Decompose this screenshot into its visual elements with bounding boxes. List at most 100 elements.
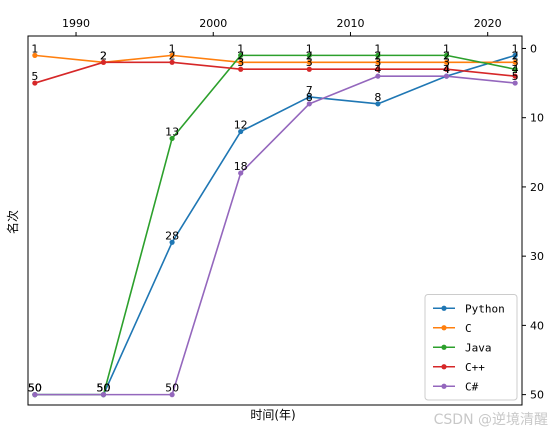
data-label-python: 12 xyxy=(234,119,248,132)
data-label-cplusplus: 3 xyxy=(443,56,450,69)
data-label-c: 2 xyxy=(374,49,381,62)
legend-marker-c xyxy=(441,325,447,331)
series-line-c xyxy=(34,54,516,64)
data-label-csharp: 50 xyxy=(28,382,42,395)
data-label-c: 1 xyxy=(169,42,176,55)
plot-frame xyxy=(27,35,523,406)
data-label-java: 50 xyxy=(28,382,42,395)
data-point-python xyxy=(169,239,175,245)
data-label-python: 4 xyxy=(443,63,450,76)
data-label-python: 8 xyxy=(374,91,381,104)
data-point-java xyxy=(443,52,450,58)
series-line-cplusplus xyxy=(34,61,516,84)
data-point-java xyxy=(512,66,518,72)
x-tick-label: 2010 xyxy=(336,17,364,30)
data-label-c: 1 xyxy=(31,42,38,55)
data-point-java xyxy=(169,135,175,142)
data-point-cplusplus xyxy=(100,59,107,65)
legend-label-java: Java xyxy=(465,341,492,354)
data-point-cplusplus xyxy=(375,66,381,72)
data-point-csharp xyxy=(375,73,381,79)
data-point-csharp xyxy=(306,101,312,107)
data-point-python xyxy=(512,52,518,58)
y-tick-label: 10 xyxy=(530,112,544,125)
legend-label-c: C xyxy=(465,322,472,335)
data-point-cplusplus xyxy=(512,73,518,79)
axes: 1990 2000 2010 2020 0 10 20 30 40 50 xyxy=(27,17,544,406)
legend-marker-java xyxy=(441,344,447,350)
x-tick-label: 2000 xyxy=(199,17,227,30)
data-label-csharp: 8 xyxy=(306,91,313,104)
data-point-csharp xyxy=(443,73,450,79)
y-tick-label: 50 xyxy=(530,389,544,402)
x-tick-label: 2020 xyxy=(474,17,502,30)
data-label-cplusplus: 4 xyxy=(512,63,519,76)
x-tick-label: 1990 xyxy=(62,17,90,30)
data-label-java: 1 xyxy=(237,42,244,55)
watermark-text: CSDN @逆境清醒 xyxy=(434,412,548,428)
data-point-c xyxy=(238,59,244,65)
series-group xyxy=(32,52,518,398)
data-label-c: 2 xyxy=(443,49,450,62)
data-point-java xyxy=(375,52,381,58)
data-label-cplusplus: 3 xyxy=(306,56,313,69)
legend-label-cplusplus: C++ xyxy=(465,361,485,374)
data-point-java xyxy=(238,52,244,58)
data-point-cplusplus xyxy=(32,80,38,86)
data-label-cplusplus: 2 xyxy=(100,49,107,62)
data-point-c xyxy=(375,59,381,65)
series-line-csharp xyxy=(34,75,516,396)
legend-label-csharp: C# xyxy=(465,380,479,393)
data-label-c: 2 xyxy=(512,49,519,62)
y-tick-label: 40 xyxy=(530,319,544,332)
series-line-java xyxy=(34,54,516,396)
data-point-c xyxy=(169,52,175,58)
data-label-python: 50 xyxy=(28,382,42,395)
legend-marker-csharp xyxy=(441,383,447,389)
legend: Python C Java C++ C# xyxy=(424,294,518,401)
series-line-python xyxy=(34,54,516,396)
data-label-csharp: 4 xyxy=(443,63,450,76)
data-label-csharp: 4 xyxy=(374,63,381,76)
legend-marker-cplusplus xyxy=(441,364,447,370)
data-label-java: 50 xyxy=(96,382,110,395)
data-label-csharp: 5 xyxy=(512,70,519,83)
data-label-cplusplus: 2 xyxy=(169,49,176,62)
data-label-java: 13 xyxy=(165,125,179,138)
data-point-java xyxy=(306,52,312,58)
y-tick-label: 0 xyxy=(530,42,537,55)
y-tick-label: 30 xyxy=(530,250,544,263)
data-point-csharp xyxy=(32,392,38,398)
data-point-csharp xyxy=(238,170,244,176)
data-point-c xyxy=(32,52,38,58)
data-label-c: 2 xyxy=(100,49,107,62)
data-label-java: 3 xyxy=(512,56,519,69)
data-label-c: 2 xyxy=(237,49,244,62)
data-point-csharp xyxy=(100,392,107,398)
data-label-python: 50 xyxy=(96,382,110,395)
data-point-cplusplus xyxy=(306,66,312,72)
data-point-csharp xyxy=(512,80,518,86)
data-point-cplusplus xyxy=(169,59,175,65)
data-point-c xyxy=(512,59,518,65)
data-point-cplusplus xyxy=(238,66,244,72)
data-label-python: 7 xyxy=(306,84,313,97)
data-label-c: 2 xyxy=(306,49,313,62)
data-label-cplusplus: 3 xyxy=(374,56,381,69)
legend-box xyxy=(424,294,518,401)
data-point-python xyxy=(238,128,244,135)
data-label-csharp: 18 xyxy=(234,160,248,173)
data-point-python xyxy=(375,101,381,107)
data-label-python: 1 xyxy=(512,42,519,55)
data-label-cplusplus: 5 xyxy=(31,70,38,83)
data-point-c xyxy=(443,59,450,65)
data-label-csharp: 50 xyxy=(96,382,110,395)
data-label-java: 1 xyxy=(443,42,450,55)
data-label-java: 1 xyxy=(374,42,381,55)
x-axis-title: 时间(年) xyxy=(250,408,295,422)
data-point-python xyxy=(306,94,312,100)
data-label-cplusplus: 3 xyxy=(237,56,244,69)
y-axis-title: 名次 xyxy=(5,210,20,234)
